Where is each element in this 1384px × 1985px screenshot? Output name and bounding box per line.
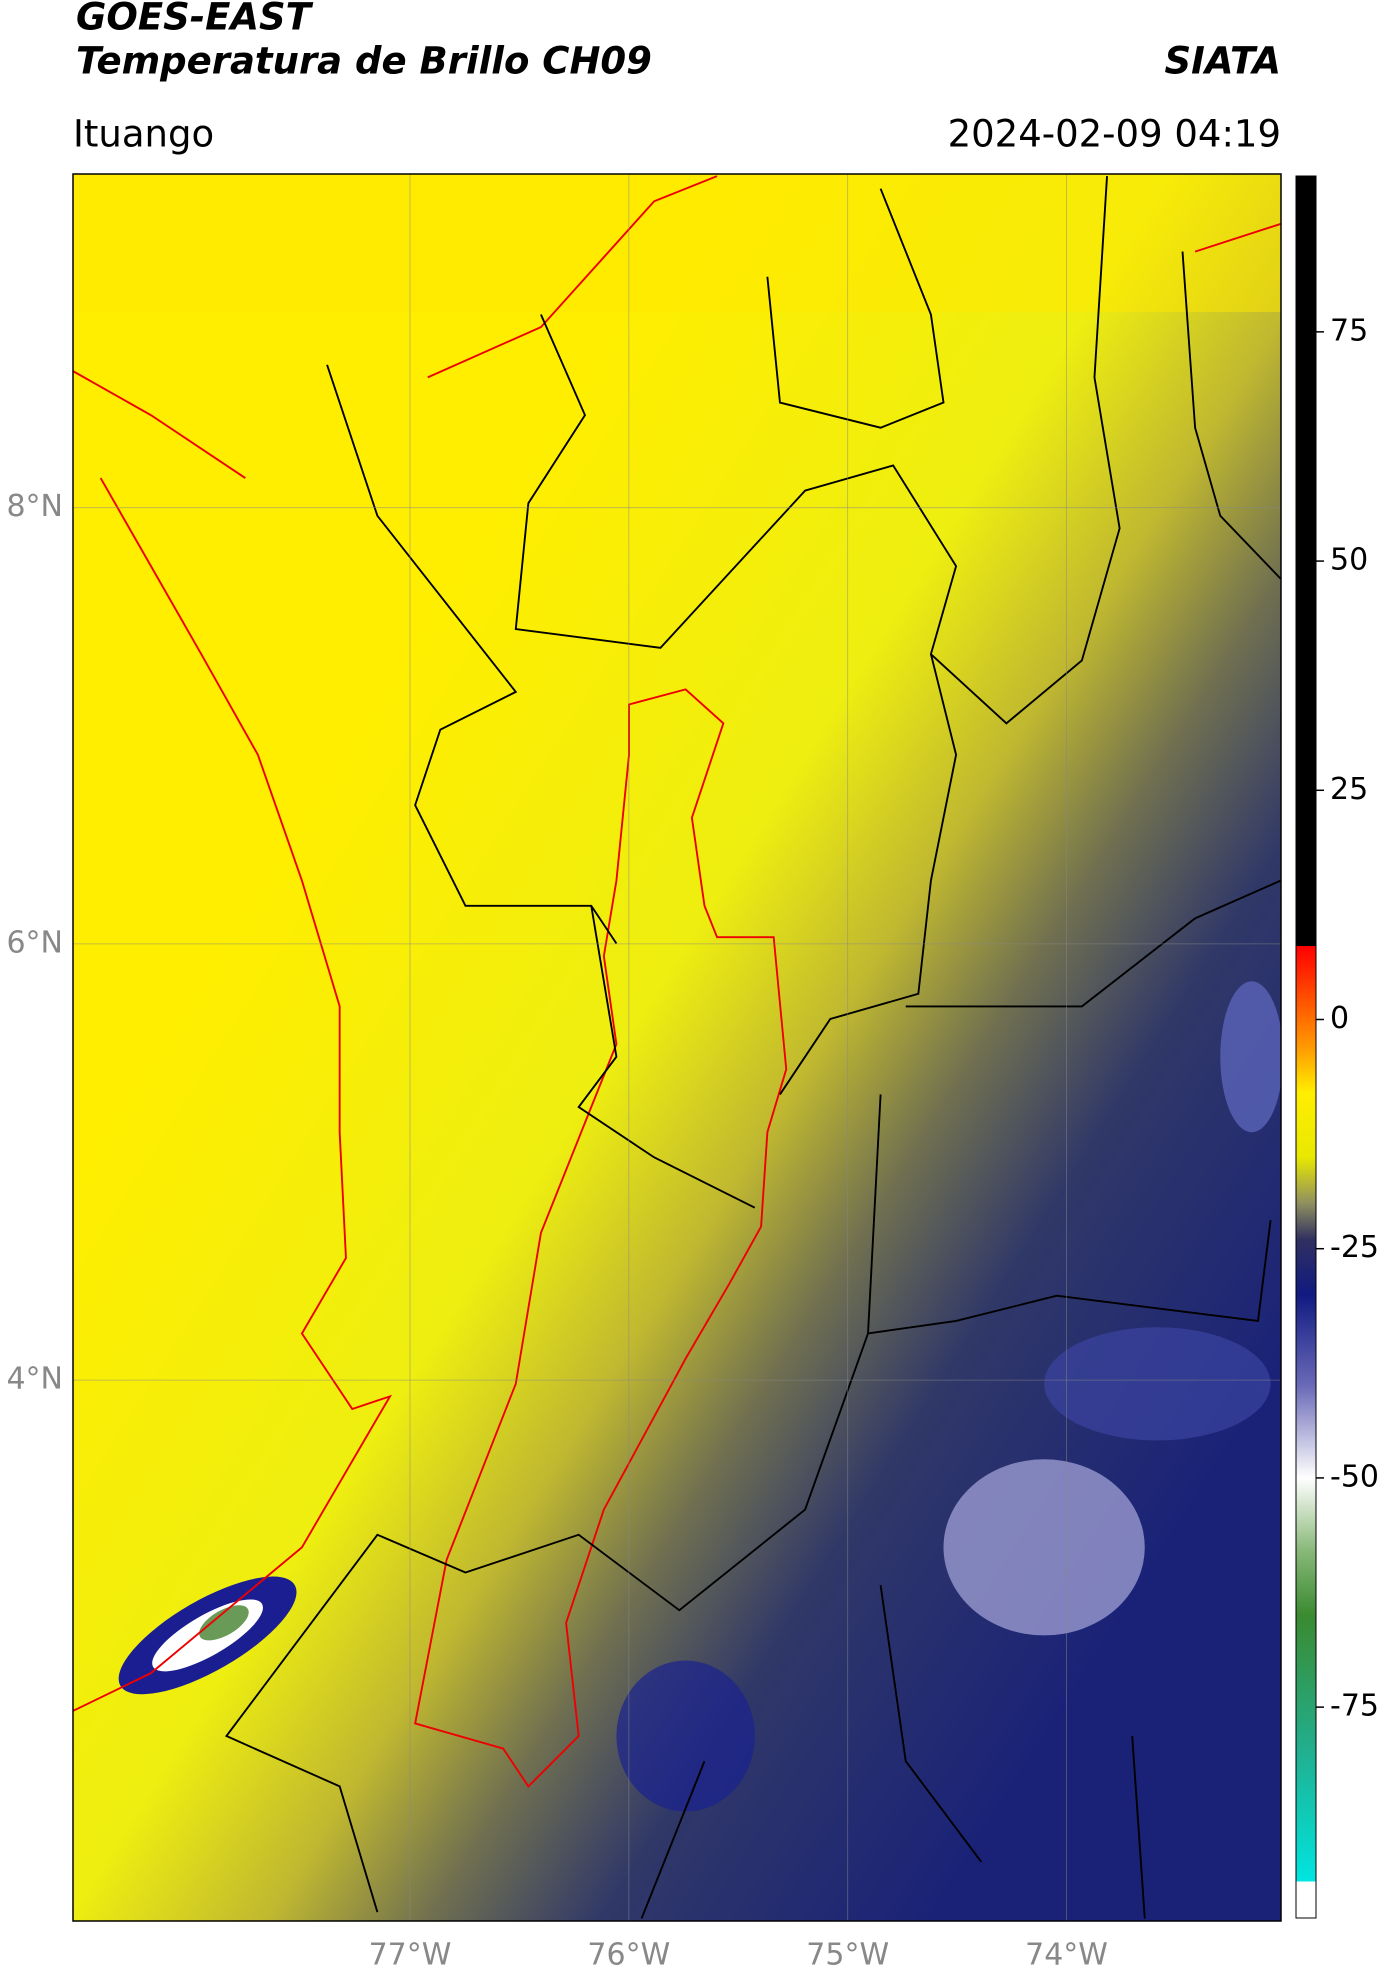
y-tick-label: 6°N (6, 925, 63, 960)
colorbar (1295, 175, 1317, 1919)
colorbar-tick-label: -75 (1330, 1689, 1379, 1724)
satellite-image (73, 174, 1281, 1921)
place: Ituango (73, 113, 214, 156)
datetime: 2024-02-09 04:19 (948, 113, 1281, 156)
x-tick-label: 75°W (806, 1938, 889, 1973)
map-features (73, 174, 1281, 1919)
y-tick-label: 8°N (6, 489, 63, 524)
colorbar-tick-label: 25 (1330, 772, 1368, 807)
x-tick-label: 76°W (587, 1938, 670, 1973)
y-tick-label: 4°N (6, 1362, 63, 1397)
map-frame (72, 173, 1282, 1922)
x-tick-label: 74°W (1025, 1938, 1108, 1973)
colorbar-tick-label: -50 (1330, 1459, 1379, 1494)
org: SIATA (1164, 40, 1281, 83)
title: GOES-EAST (76, 0, 314, 39)
colorbar-tick-label: 0 (1330, 1001, 1349, 1036)
map (73, 174, 1281, 1921)
x-tick-label: 77°W (369, 1938, 452, 1973)
title: Temperatura de Brillo CH09 (76, 40, 652, 83)
grid (73, 174, 1281, 1921)
colorbar-tick-label: 50 (1330, 543, 1368, 578)
colorbar-tick-label: 75 (1330, 313, 1368, 348)
colorbar-tick-label: -25 (1330, 1230, 1379, 1265)
